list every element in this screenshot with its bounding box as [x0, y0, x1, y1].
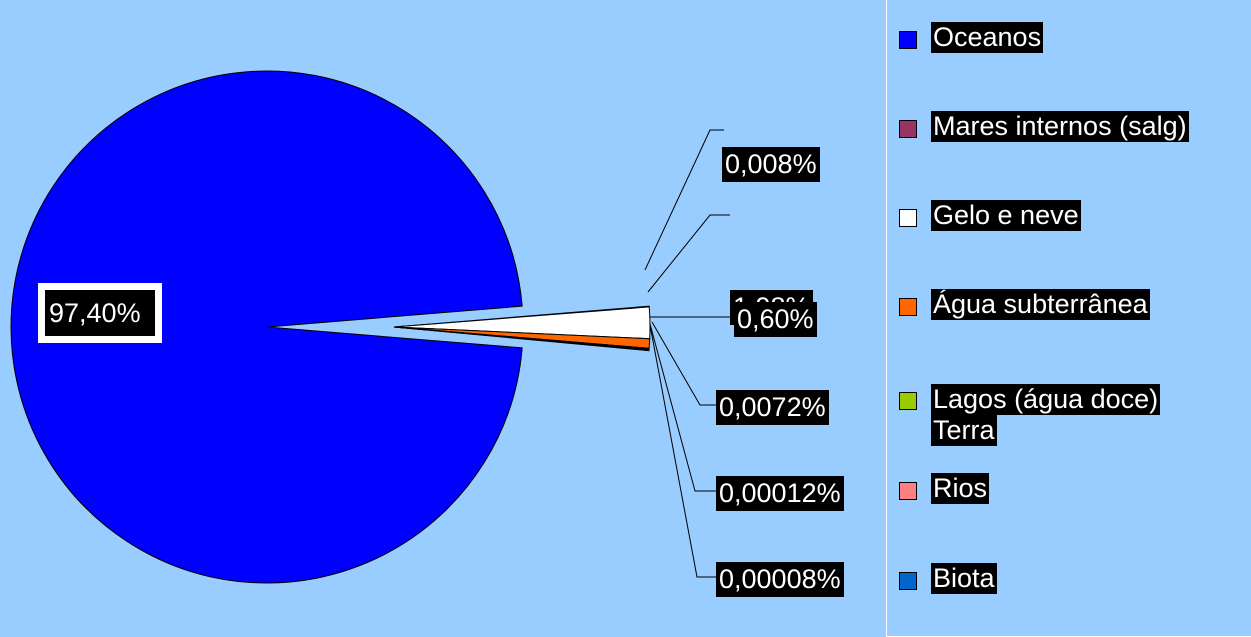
legend-label: Mares internos (salg)	[931, 111, 1189, 142]
legend-sublabel: Terra	[931, 415, 997, 446]
slice-label-mares-internos: 0,008%	[722, 147, 820, 182]
legend-label: Lagos (água doce)	[931, 384, 1161, 415]
pie-chart	[10, 70, 730, 584]
leader-line-biota	[649, 324, 716, 578]
legend-label: Rios	[931, 473, 990, 504]
leader-line-mares-internos-salg	[644, 129, 724, 271]
legend: Oceanos Mares internos (salg) Gelo e nev…	[886, 0, 1251, 637]
legend-swatch-rios	[899, 482, 917, 500]
slice-biota	[393, 326, 650, 352]
legend-label: Oceanos	[931, 22, 1044, 53]
legend-label: Água subterrânea	[931, 289, 1150, 320]
legend-label: Gelo e neve	[931, 200, 1081, 231]
legend-swatch-gelo-e-neve	[899, 209, 917, 227]
legend-swatch-agua-subterranea	[899, 298, 917, 316]
leader-line-rios	[649, 323, 716, 492]
legend-swatch-biota	[899, 572, 917, 590]
legend-swatch-oceanos	[899, 31, 917, 49]
slice-oceanos	[10, 70, 523, 584]
slice-label-rios: 0,00012%	[716, 476, 844, 511]
slice-label-oceanos: 97,40%	[38, 283, 162, 343]
leader-line-gelo-e-neve	[647, 214, 730, 293]
legend-swatch-mares-internos	[899, 120, 917, 138]
legend-swatch-lagos	[899, 392, 917, 410]
slice-label-lagos: 0,0072%	[716, 390, 829, 425]
legend-label: Biota	[931, 563, 997, 594]
slice-label-agua-subterranea: 0,60%	[734, 302, 817, 337]
slice-label-biota: 0,00008%	[716, 562, 844, 597]
leader-line-lagos-agua-doce	[651, 321, 716, 406]
